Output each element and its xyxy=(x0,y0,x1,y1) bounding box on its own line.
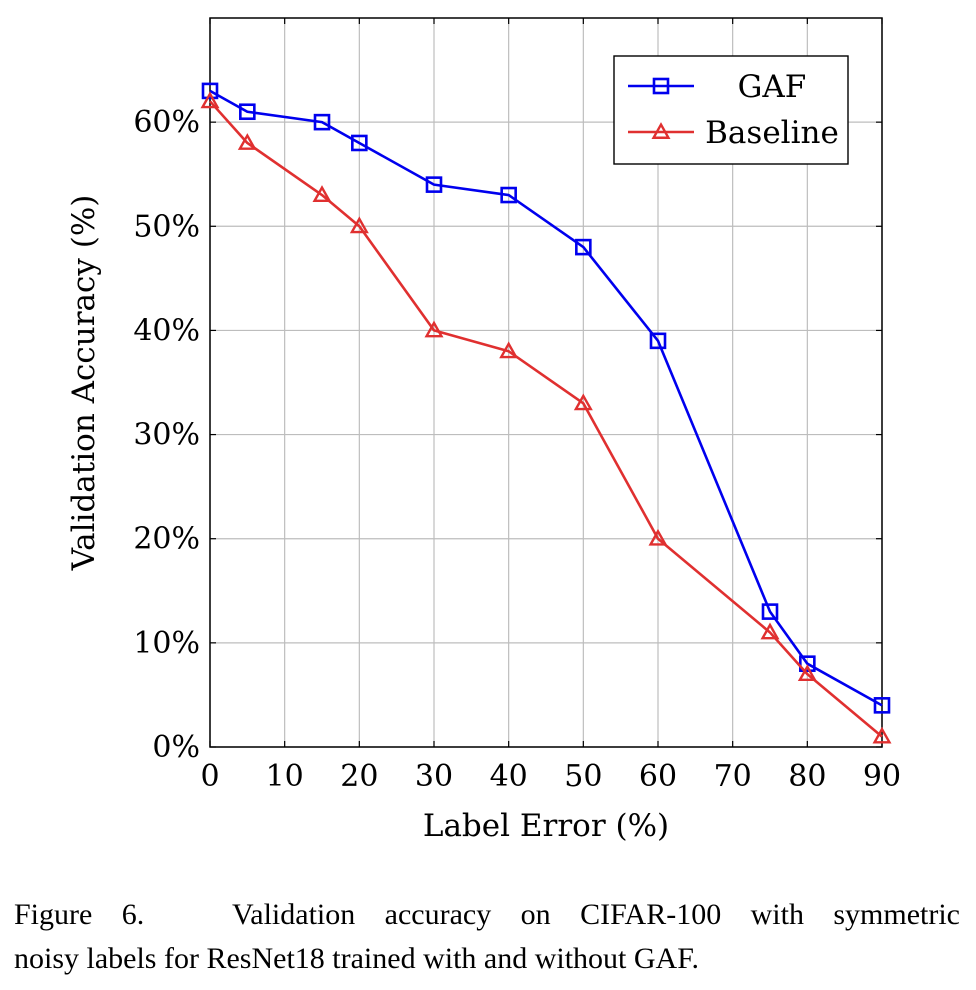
data-point xyxy=(500,186,517,204)
x-tick-label: 80 xyxy=(788,759,826,794)
caption-line-2: noisy labels for ResNet18 trained with a… xyxy=(14,942,700,975)
data-point xyxy=(799,655,816,672)
y-tick-label: 20% xyxy=(133,522,200,557)
legend-marker xyxy=(651,122,671,139)
y-tick-label: 60% xyxy=(133,105,200,140)
legend-entry: Baseline xyxy=(628,115,839,151)
data-point xyxy=(349,216,369,234)
x-tick-label: 0 xyxy=(200,759,219,794)
x-tick-label: 10 xyxy=(266,759,304,794)
data-point xyxy=(648,528,668,546)
x-tick-label: 60 xyxy=(639,759,677,794)
series-baseline xyxy=(200,91,892,744)
data-point xyxy=(239,103,256,121)
data-point xyxy=(797,664,817,682)
data-point xyxy=(312,185,332,203)
legend-label: Baseline xyxy=(705,115,839,151)
x-tick-label: 20 xyxy=(340,759,378,794)
data-point xyxy=(313,113,331,131)
y-tick-label: 50% xyxy=(133,209,200,244)
legend-box xyxy=(613,55,849,165)
data-point xyxy=(573,393,593,411)
line-chart: 0 10 20 30 40 50 60 70 80 900%10%20%30%40%50%60% … xyxy=(66,17,901,844)
legend-marker xyxy=(652,77,670,95)
y-tick-label: 0% xyxy=(152,730,200,765)
data-point xyxy=(761,603,779,620)
axis-ticks: 0 10 20 30 40 50 60 70 80 90 0% 10% 20% 30% 40% 50% 60% xyxy=(133,18,901,794)
series-line-baseline xyxy=(209,100,883,738)
x-tick-label: 40 xyxy=(490,759,528,794)
x-tick-label: 70 xyxy=(714,759,752,794)
data-point xyxy=(237,133,257,150)
series-line-gaf xyxy=(209,89,883,707)
data-point xyxy=(760,622,780,640)
data-point xyxy=(200,91,220,109)
x-tick-label: 50 xyxy=(564,759,602,794)
data-point xyxy=(649,332,667,350)
figure-caption: Figure 6. Validation accuracy on CIFAR-1… xyxy=(14,893,960,981)
y-tick-label: 10% xyxy=(133,626,200,661)
x-tick-label: 90 xyxy=(863,759,901,794)
data-point xyxy=(424,320,444,338)
legend-label: GAF xyxy=(738,69,807,105)
data-point xyxy=(872,726,892,744)
y-tick-label: 40% xyxy=(133,313,200,348)
y-tick-label: 30% xyxy=(133,418,200,453)
plot-frame xyxy=(209,17,883,748)
caption-line-1: Figure 6. Validation accuracy on CIFAR-1… xyxy=(14,898,960,931)
y-axis-title: Validation Accuracy (%) xyxy=(66,195,102,572)
data-point xyxy=(351,134,368,152)
data-point xyxy=(499,341,519,359)
x-axis-title: Label Error (%) xyxy=(423,808,669,844)
legend: GAF Baseline xyxy=(613,55,849,165)
data-point xyxy=(575,238,592,256)
legend-entry: GAF xyxy=(628,69,806,105)
x-tick-label: 30 xyxy=(415,759,453,794)
series-gaf xyxy=(201,82,891,714)
data-point xyxy=(425,176,443,193)
series-layer xyxy=(200,82,892,744)
data-point xyxy=(873,697,891,714)
data-point xyxy=(201,82,219,100)
